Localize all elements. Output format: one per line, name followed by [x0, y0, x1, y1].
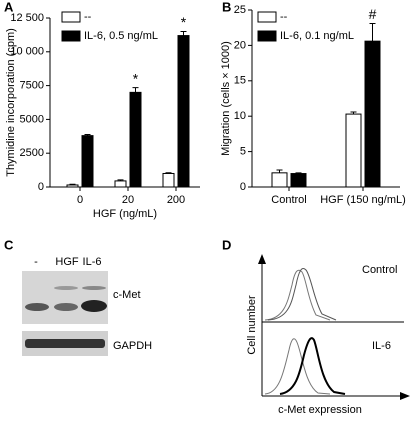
- y-tick-label: 5: [240, 146, 246, 158]
- blot-band: [54, 286, 78, 290]
- bar: [66, 184, 79, 188]
- legend-swatch: [61, 30, 81, 42]
- error-bar: [165, 172, 172, 174]
- condition-label: IL-6: [372, 340, 391, 352]
- error-bar: [84, 134, 91, 136]
- arrow: [400, 392, 410, 400]
- error-bar: [369, 22, 376, 42]
- y-tick-label: 5000: [20, 113, 44, 125]
- legend-label: IL-6, 0.5 ng/mL: [84, 30, 158, 42]
- error-bar: [180, 31, 187, 36]
- histogram: [264, 338, 331, 395]
- blot-band: [81, 300, 107, 312]
- annotation: *: [133, 70, 139, 86]
- x-tick-label: 20: [122, 194, 134, 206]
- histogram: [279, 337, 346, 395]
- bar: [290, 173, 307, 188]
- legend-label: --: [280, 11, 288, 23]
- blot-band: [82, 286, 106, 290]
- bar: [364, 40, 381, 188]
- lane-label: HGF: [55, 256, 79, 268]
- bar: [81, 135, 94, 188]
- histogram: [267, 268, 337, 321]
- bar: [162, 172, 175, 188]
- condition-label: Control: [362, 264, 397, 276]
- blot-band: [54, 303, 78, 311]
- legend-label: IL-6, 0.1 ng/mL: [280, 30, 354, 42]
- error-bar: [69, 183, 76, 185]
- histogram: [264, 269, 331, 321]
- lane-label: -: [34, 256, 38, 268]
- y-tick-label: 7500: [20, 80, 44, 92]
- bar: [177, 35, 190, 188]
- y-tick-label: 0: [38, 181, 44, 193]
- error-bar: [132, 87, 139, 93]
- y-axis-label: Thymidine incorporation (cpm): [5, 28, 17, 177]
- bar: [114, 180, 127, 188]
- annotation: *: [181, 14, 187, 30]
- bar: [345, 113, 362, 188]
- error-bar: [295, 172, 302, 174]
- y-tick-label: 15: [234, 75, 246, 87]
- y-tick-label: 20: [234, 39, 246, 51]
- x-tick-label: 0: [77, 194, 83, 206]
- band-label: c-Met: [113, 289, 141, 301]
- bar: [271, 172, 288, 188]
- annotation: #: [369, 6, 377, 22]
- y-tick-label: 10: [234, 110, 246, 122]
- bar: [129, 91, 142, 188]
- error-bar: [117, 179, 124, 181]
- x-tick-label: HGF (150 ng/mL): [320, 194, 406, 206]
- y-axis-label: Cell number: [246, 295, 258, 355]
- blot-band: [25, 303, 49, 311]
- panel-letter: C: [4, 237, 14, 252]
- y-tick-label: 25: [234, 4, 246, 16]
- legend-swatch: [257, 11, 277, 23]
- x-axis-label: HGF (ng/mL): [93, 208, 157, 220]
- y-tick-label: 0: [240, 181, 246, 193]
- y-axis-label: Migration (cells × 1000): [220, 41, 232, 156]
- arrow: [258, 254, 266, 264]
- y-tick-label: 12 500: [10, 12, 44, 24]
- panel-letter: B: [222, 0, 231, 14]
- lane-label: IL-6: [83, 256, 102, 268]
- legend-label: --: [84, 11, 92, 23]
- blot-band: [25, 339, 105, 348]
- error-bar: [350, 111, 357, 115]
- x-tick-label: Control: [271, 194, 306, 206]
- panel-letter: A: [4, 0, 14, 14]
- legend-swatch: [257, 30, 277, 42]
- legend-swatch: [61, 11, 81, 23]
- x-axis-label: c-Met expression: [278, 404, 362, 416]
- blot-membrane: [22, 271, 108, 324]
- x-tick-label: 200: [167, 194, 185, 206]
- error-bar: [276, 169, 283, 173]
- band-label: GAPDH: [113, 340, 152, 352]
- y-tick-label: 10 000: [10, 46, 44, 58]
- panel-letter: D: [222, 237, 231, 252]
- y-tick-label: 2500: [20, 147, 44, 159]
